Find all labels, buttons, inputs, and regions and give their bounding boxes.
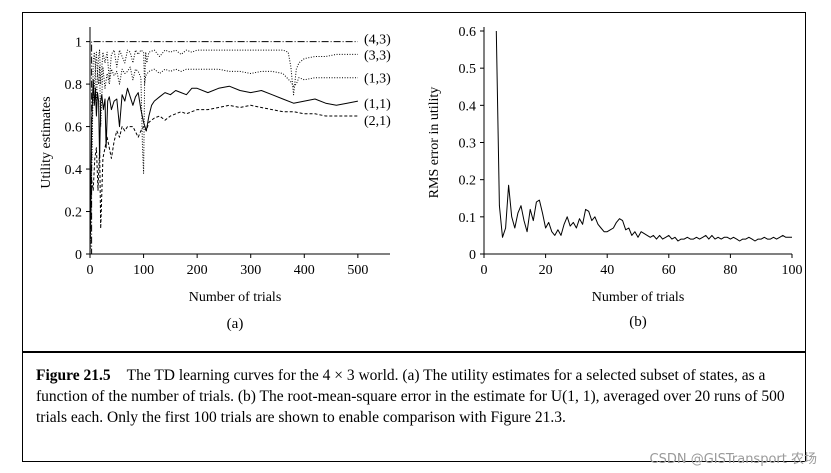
chart-a-series-1-label: (4,3) xyxy=(364,33,391,48)
caption-text: The TD learning curves for the 4 × 3 wor… xyxy=(36,367,785,426)
figure-caption: Figure 21.5 The TD learning curves for th… xyxy=(36,365,796,428)
chart-b-y-label: RMS error in utility xyxy=(427,87,442,199)
chart-b-x-label: Number of trials xyxy=(592,290,685,305)
chart-a-y-tick-label: 0.6 xyxy=(65,121,83,136)
chart-a-x-tick-label: 0 xyxy=(87,263,94,278)
chart-b-subplot-label: (b) xyxy=(629,314,647,330)
chart-a-series-4-label: (1,1) xyxy=(364,97,391,112)
chart-a-series-5-line xyxy=(89,104,358,255)
chart-a-x-label: Number of trials xyxy=(189,290,282,305)
chart-a-y-label: Utility estimates xyxy=(39,96,54,188)
chart-b-y-tick-label: 0.4 xyxy=(459,99,477,114)
chart-a-y-tick-label: 0.8 xyxy=(65,78,83,93)
caption-divider xyxy=(22,351,806,353)
chart-b-y-tick-label: 0.5 xyxy=(459,62,477,77)
chart-a-series-1-line xyxy=(90,41,358,255)
chart-a-y-tick-label: 0.4 xyxy=(65,163,83,178)
chart-b-x-tick-label: 60 xyxy=(662,263,676,278)
chart-a-x-tick-label: 500 xyxy=(347,263,368,278)
chart-a-series-4-line xyxy=(89,79,358,255)
chart-b-y-tick-label: 0.2 xyxy=(459,174,477,189)
chart-b-x-tick-label: 0 xyxy=(481,263,488,278)
chart-a-series-5-label: (2,1) xyxy=(364,114,391,129)
chart-b-y-tick-label: 0.3 xyxy=(459,137,477,152)
chart-a-y-tick-label: 0.2 xyxy=(65,206,83,221)
chart-b-x-tick-label: 20 xyxy=(539,263,553,278)
chart-b-y-tick-label: 0.6 xyxy=(459,25,477,40)
chart-a-series-3-label: (1,3) xyxy=(364,72,391,87)
chart-a-series-2-label: (3,3) xyxy=(364,48,391,63)
chart-b-x-tick-label: 80 xyxy=(723,263,737,278)
chart-a-x-tick-label: 100 xyxy=(133,263,154,278)
chart-b-x-tick-label: 100 xyxy=(782,263,803,278)
chart-a-y-tick-label: 1 xyxy=(75,36,82,51)
chart-a-x-tick-label: 300 xyxy=(240,263,261,278)
chart-a-x-tick-label: 400 xyxy=(294,263,315,278)
watermark: CSDN @GISTransport 农场 xyxy=(649,452,818,467)
chart-b-y-tick-label: 0 xyxy=(469,248,476,263)
chart-a-series-2-line xyxy=(89,49,358,255)
chart-b-x-tick-label: 40 xyxy=(600,263,614,278)
figure-frame xyxy=(22,12,806,462)
figure-label: Figure 21.5 xyxy=(36,367,111,384)
chart-a-subplot-label: (a) xyxy=(227,316,244,332)
chart-b-series-1-line xyxy=(495,30,792,242)
chart-a-y-tick-label: 0 xyxy=(75,248,82,263)
chart-b-y-tick-label: 0.1 xyxy=(459,211,477,226)
chart-a-x-tick-label: 200 xyxy=(187,263,208,278)
